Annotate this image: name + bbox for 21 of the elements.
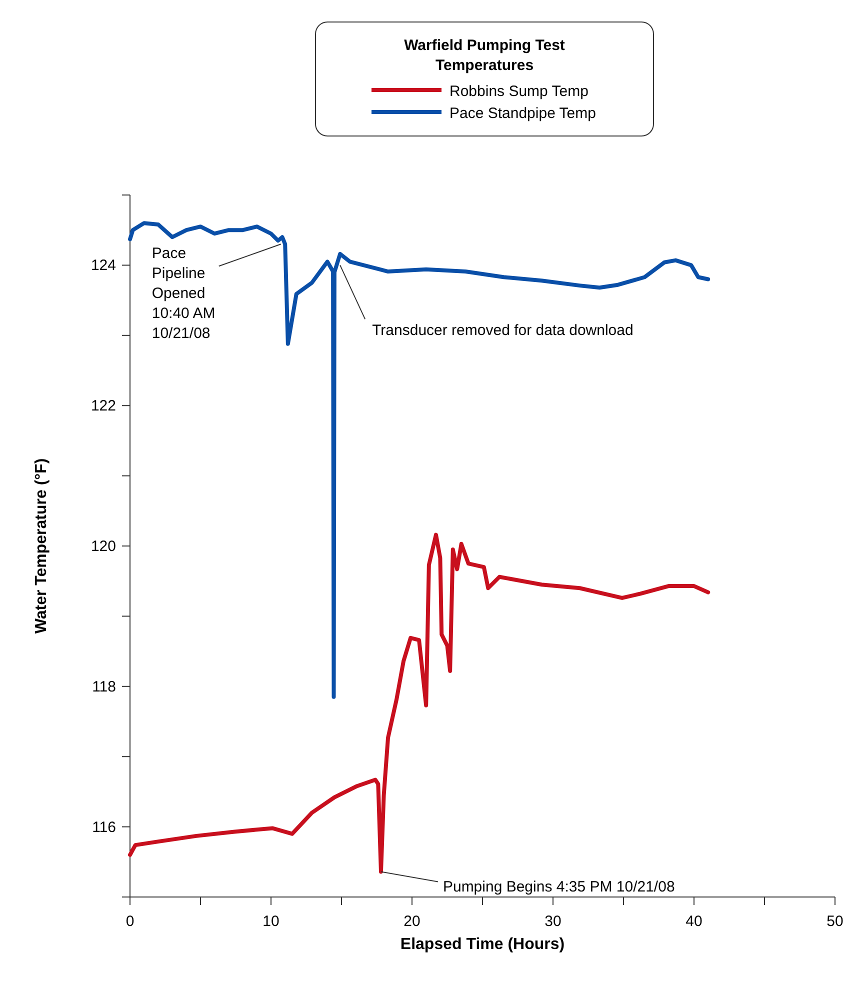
legend-label: Robbins Sump Temp xyxy=(450,83,588,100)
x-tick-label: 20 xyxy=(404,913,420,930)
annotation: Pace Pipeline Opened 10:40 AM 10/21/08 xyxy=(152,245,216,342)
annotation: Transducer removed for data download xyxy=(372,322,634,340)
annotation: Pumping Begins 4:35 PM 10/21/08 xyxy=(442,878,675,896)
x-tick-label: 10 xyxy=(262,913,280,930)
y-tick-label: 122 xyxy=(90,398,116,415)
legend-label: Pace Standpipe Temp xyxy=(450,105,596,122)
x-tick-label: 40 xyxy=(686,913,702,930)
line-series xyxy=(128,221,710,699)
x-tick-label: 50 xyxy=(826,913,844,930)
x-tick-label: 0 xyxy=(126,913,134,930)
y-tick-label: 120 xyxy=(90,538,116,555)
x-axis-title: Elapsed Time (Hours) xyxy=(400,936,565,953)
y-tick-label: 124 xyxy=(90,257,116,274)
line-series xyxy=(128,532,710,874)
legend-title: Warfield Pumping Test Temperatures xyxy=(404,37,565,74)
x-tick-label: 30 xyxy=(544,913,562,930)
y-tick-label: 118 xyxy=(92,678,116,696)
y-tick-label: 116 xyxy=(92,818,116,836)
y-axis-title: Water Temperature (°F) xyxy=(33,458,50,634)
